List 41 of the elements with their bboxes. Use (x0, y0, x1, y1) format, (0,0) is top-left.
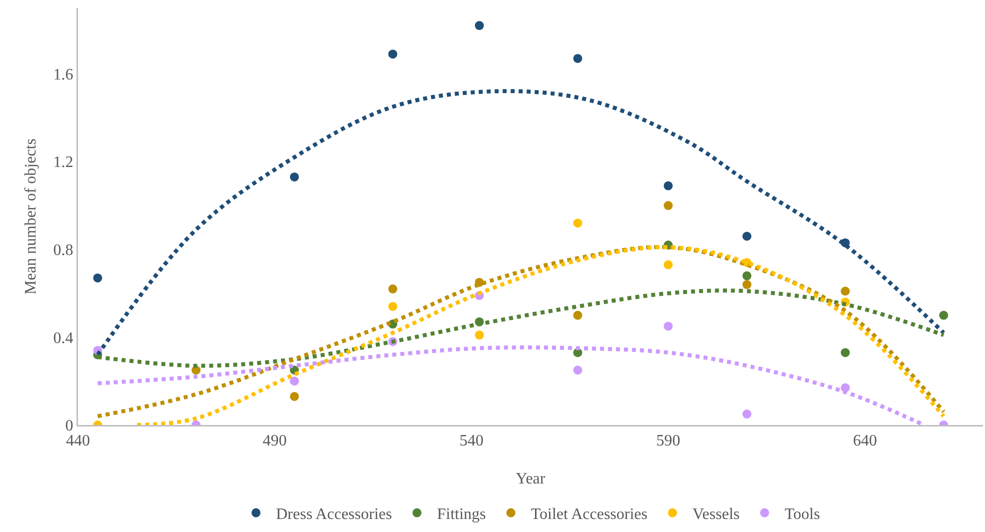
x-tick-label: 490 (262, 432, 287, 450)
point (573, 218, 582, 228)
point (474, 21, 484, 30)
point (388, 284, 398, 294)
x-axis-title: Year (516, 470, 546, 488)
point (742, 271, 752, 280)
point (290, 392, 299, 401)
x-tick-label: 540 (459, 432, 484, 450)
point (388, 302, 398, 311)
point (290, 376, 299, 386)
point (939, 310, 948, 320)
x-tick-label: 440 (66, 432, 90, 450)
y-axis-title: Mean number of objects (22, 138, 40, 294)
point (388, 50, 398, 59)
point (840, 348, 850, 358)
point (742, 410, 752, 419)
legend-label: Toilet Accessories (530, 506, 648, 524)
point (840, 286, 850, 296)
legend-label: Fittings (436, 506, 486, 524)
point (664, 201, 673, 210)
y-tick-label: 0 (65, 418, 74, 435)
x-tick-label: 590 (656, 432, 680, 450)
point (664, 181, 673, 190)
point (573, 310, 582, 320)
point (474, 330, 484, 340)
point (93, 273, 102, 282)
point (664, 322, 673, 331)
point (742, 280, 752, 290)
point (573, 54, 582, 63)
y-tick-label: 1.2 (53, 154, 74, 172)
legend-label: Vessels (692, 506, 740, 524)
point (742, 232, 752, 241)
point (664, 260, 673, 270)
legend-label: Dress Accessories (276, 506, 392, 524)
point (573, 366, 582, 375)
legend-label: Tools (784, 506, 820, 524)
x-tick-label: 640 (852, 432, 877, 450)
y-tick-label: 0.4 (53, 330, 74, 347)
y-tick-label: 0.8 (53, 242, 74, 260)
point (290, 172, 299, 182)
y-tick-label: 1.6 (53, 66, 74, 84)
